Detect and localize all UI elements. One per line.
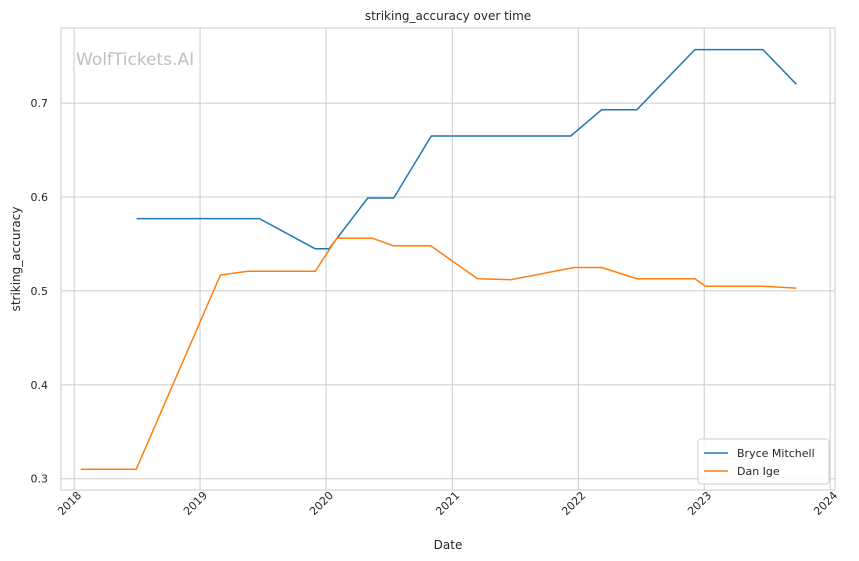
legend-box xyxy=(697,438,830,485)
series-line-bryce-mitchell xyxy=(136,48,797,250)
series-lines xyxy=(80,48,797,471)
x-tick-label: 2019 xyxy=(181,489,210,518)
series-line-dan-ige xyxy=(80,237,797,471)
y-tick-label: 0.5 xyxy=(31,285,49,298)
grid xyxy=(61,28,835,490)
watermark: WolfTickets.AI xyxy=(76,50,194,70)
y-tick-label: 0.7 xyxy=(31,97,49,110)
x-axis-label: Date xyxy=(434,538,463,552)
y-tick-label: 0.4 xyxy=(31,379,49,392)
x-tick-label: 2024 xyxy=(811,489,840,518)
legend-label: Dan Ige xyxy=(737,465,780,478)
y-tick-label: 0.6 xyxy=(31,191,49,204)
chart-title: striking_accuracy over time xyxy=(365,9,531,23)
legend: Bryce Mitchell Dan Ige xyxy=(697,438,830,485)
x-tick-label: 2022 xyxy=(559,489,588,518)
x-tick-label: 2018 xyxy=(55,489,84,518)
y-tick-labels: 0.3 0.4 0.5 0.6 0.7 xyxy=(31,97,49,486)
x-tick-label: 2023 xyxy=(685,489,714,518)
x-tick-labels: 2018 2019 2020 2021 2022 2023 2024 xyxy=(55,489,840,518)
plot-frame xyxy=(60,27,836,491)
y-tick-label: 0.3 xyxy=(31,473,49,486)
legend-label: Bryce Mitchell xyxy=(737,447,815,460)
x-tick-label: 2021 xyxy=(433,489,462,518)
y-axis-label: striking_accuracy xyxy=(9,207,23,312)
x-tick-label: 2020 xyxy=(307,489,336,518)
